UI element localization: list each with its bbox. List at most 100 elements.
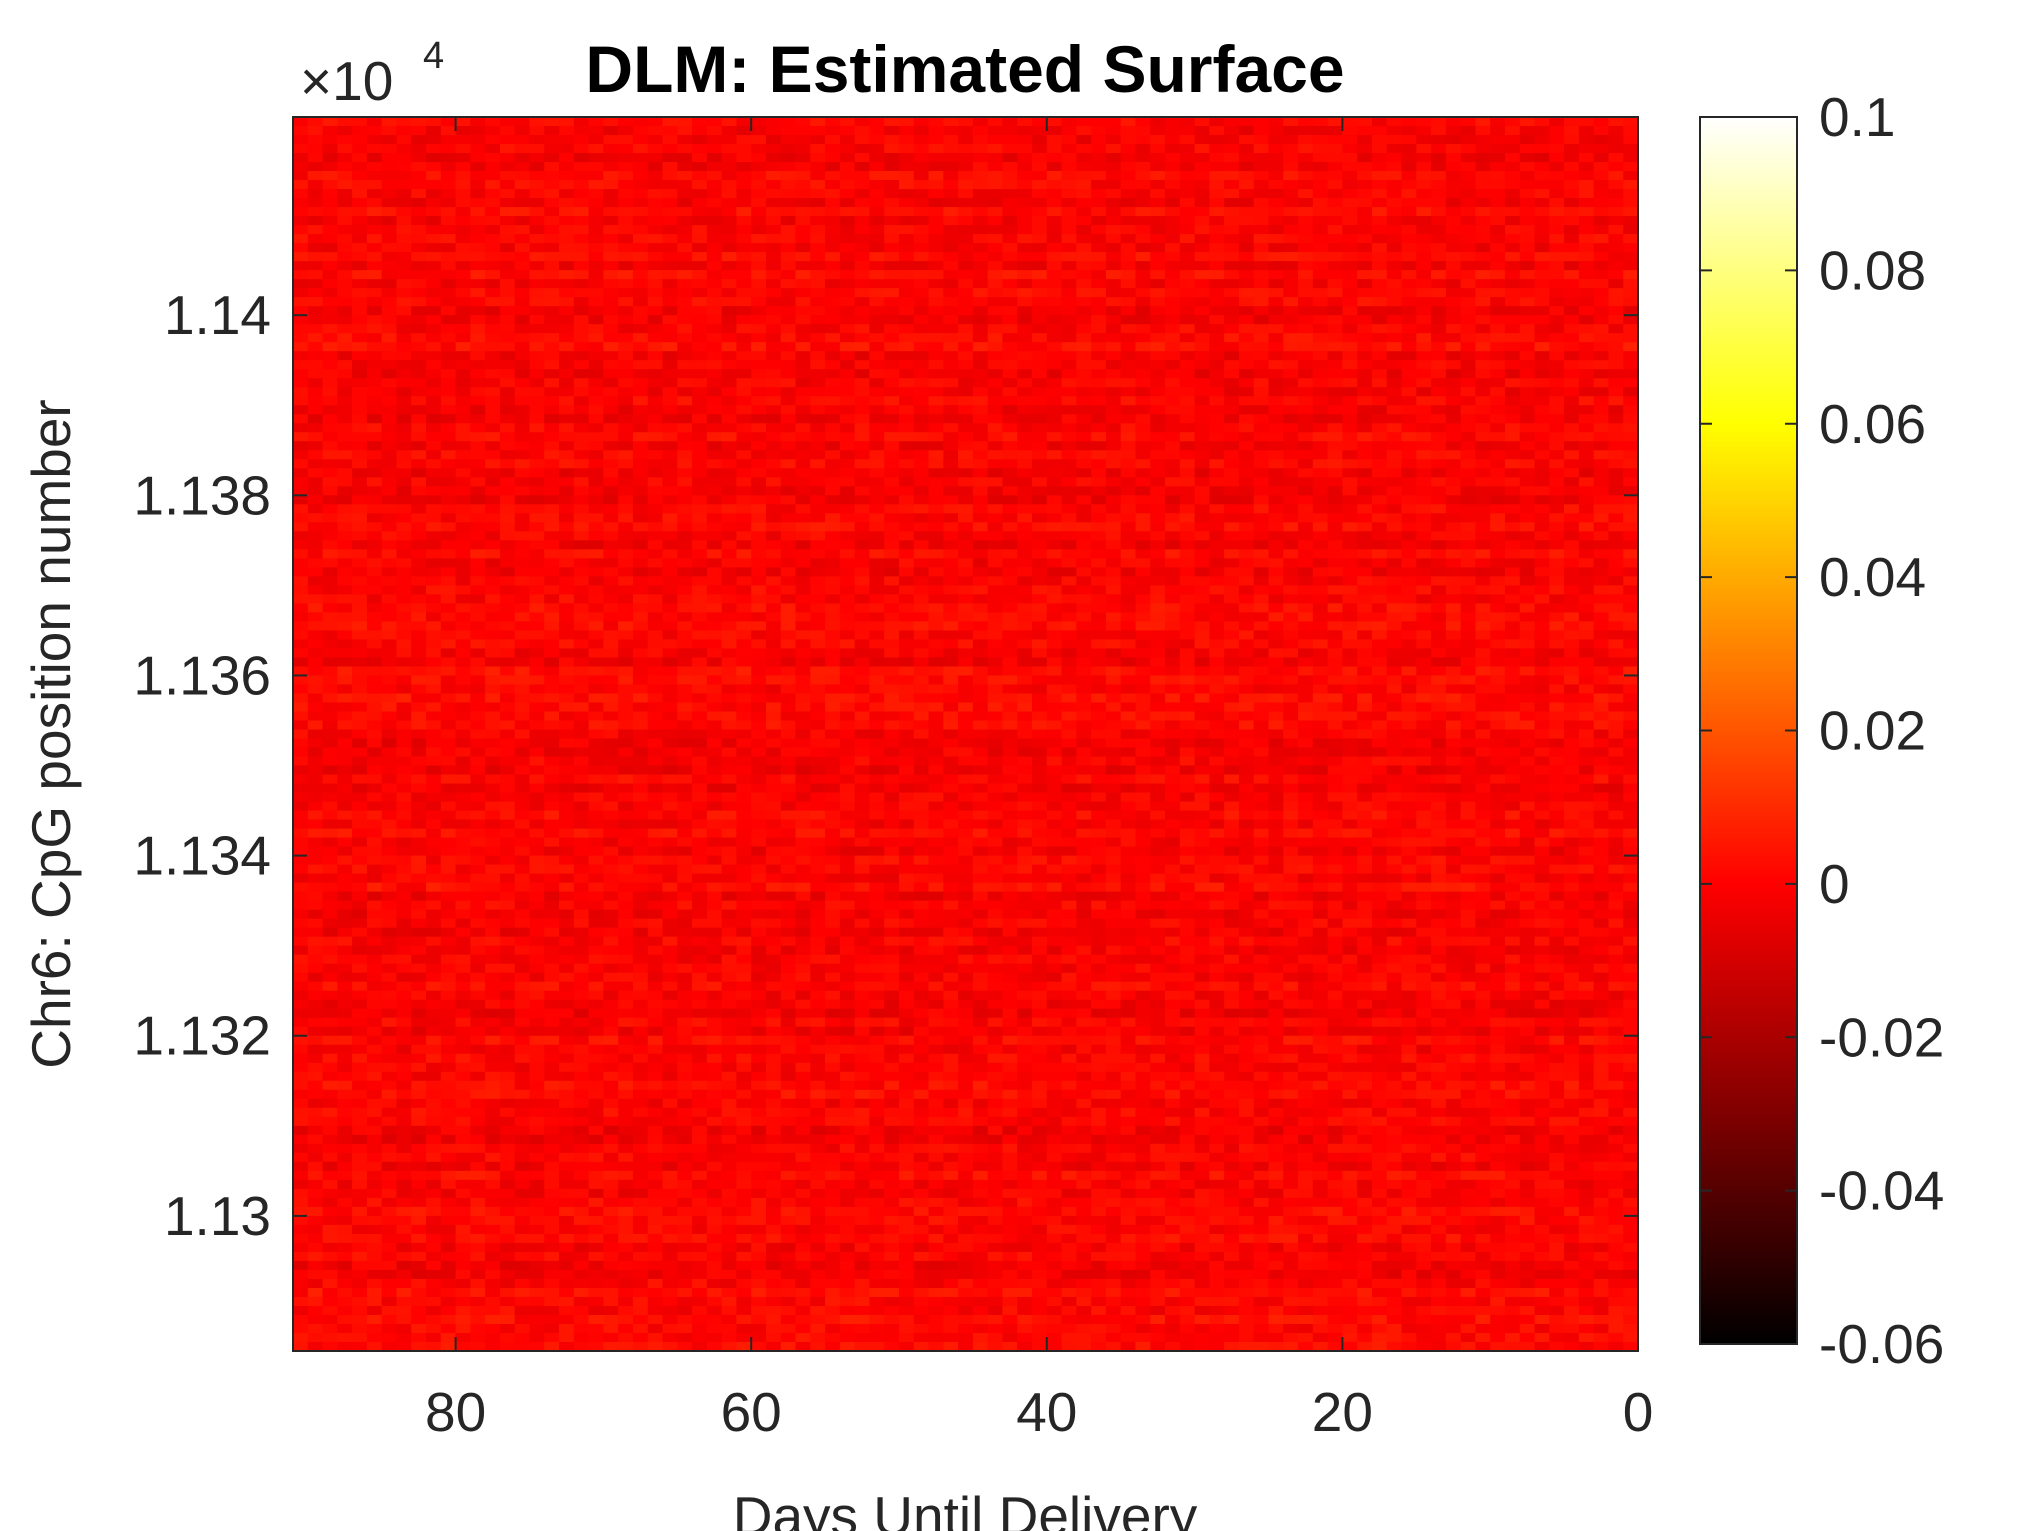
heatmap-cell — [426, 144, 442, 154]
heatmap-cell — [485, 441, 501, 451]
heatmap-cell — [307, 162, 324, 172]
heatmap-cell — [588, 315, 604, 325]
heatmap-cell — [780, 486, 797, 496]
heatmap-cell — [322, 531, 338, 541]
heatmap-cell — [1460, 333, 1477, 343]
heatmap-cell — [529, 324, 545, 334]
heatmap-cell — [529, 180, 545, 190]
heatmap-cell — [987, 351, 1004, 361]
heatmap-cell — [972, 567, 989, 577]
heatmap-cell — [1209, 468, 1225, 478]
heatmap-cell — [1386, 549, 1403, 559]
heatmap-cell — [396, 216, 412, 226]
heatmap-cell — [514, 153, 531, 163]
heatmap-cell — [943, 486, 959, 496]
heatmap-cell — [839, 261, 856, 271]
heatmap-cell — [1165, 522, 1181, 532]
heatmap-cell — [898, 531, 915, 541]
heatmap-cell — [455, 207, 471, 217]
heatmap-cell — [692, 396, 708, 406]
heatmap-cell — [1032, 261, 1048, 271]
heatmap-cell — [677, 432, 693, 442]
heatmap-cell — [913, 513, 930, 523]
heatmap-cell — [366, 522, 383, 532]
heatmap-cell — [618, 378, 634, 388]
heatmap-cell — [1002, 477, 1018, 487]
heatmap-cell — [943, 207, 959, 217]
heatmap-cell — [839, 513, 856, 523]
heatmap-cell — [1120, 234, 1137, 244]
heatmap-cell — [307, 495, 324, 505]
heatmap-cell — [898, 504, 915, 514]
heatmap-cell — [647, 531, 664, 541]
heatmap-cell — [1135, 405, 1151, 415]
heatmap-cell — [662, 558, 678, 568]
heatmap-cell — [1253, 378, 1270, 388]
heatmap-cell — [662, 423, 678, 433]
heatmap-cell — [1549, 162, 1565, 172]
heatmap-cell — [632, 279, 649, 289]
heatmap-cell — [780, 243, 797, 253]
heatmap-cell — [366, 270, 383, 280]
heatmap-cell — [913, 558, 930, 568]
heatmap-cell — [529, 351, 545, 361]
heatmap-cell — [485, 198, 501, 208]
heatmap-cell — [455, 189, 471, 199]
heatmap-cell — [1312, 531, 1329, 541]
heatmap-cell — [1283, 585, 1299, 595]
heatmap-cell — [721, 378, 738, 388]
heatmap-cell — [1046, 261, 1063, 271]
heatmap-cell — [1504, 315, 1521, 325]
heatmap-cell — [1357, 576, 1373, 586]
heatmap-cell — [721, 135, 738, 145]
heatmap-cell — [470, 405, 486, 415]
heatmap-cell — [1519, 432, 1536, 442]
heatmap-cell — [1209, 504, 1225, 514]
heatmap-cell — [411, 396, 427, 406]
heatmap-cell — [810, 351, 826, 361]
heatmap-cell — [455, 270, 471, 280]
heatmap-cell — [366, 216, 383, 226]
heatmap-cell — [1327, 387, 1343, 397]
heatmap-cell — [455, 225, 471, 235]
heatmap-cell — [411, 486, 427, 496]
heatmap-cell — [1105, 297, 1122, 307]
heatmap-cell — [987, 540, 1004, 550]
heatmap-cell — [1549, 324, 1565, 334]
heatmap-cell — [1253, 297, 1270, 307]
heatmap-cell — [1401, 351, 1417, 361]
heatmap-cell — [1298, 603, 1314, 613]
heatmap-cell — [1416, 477, 1432, 487]
heatmap-cell — [1608, 144, 1624, 154]
heatmap-cell — [721, 459, 738, 469]
heatmap-cell — [293, 342, 309, 352]
heatmap-cell — [470, 594, 486, 604]
heatmap-cell — [381, 558, 398, 568]
heatmap-cell — [1564, 324, 1580, 334]
heatmap-cell — [765, 333, 782, 343]
heatmap-cell — [677, 153, 693, 163]
heatmap-cell — [1224, 207, 1240, 217]
heatmap-cell — [810, 441, 826, 451]
heatmap-cell — [662, 153, 678, 163]
heatmap-cell — [1401, 180, 1417, 190]
heatmap-cell — [1534, 396, 1550, 406]
heatmap-cell — [337, 333, 353, 343]
heatmap-cell — [1312, 243, 1329, 253]
heatmap-cell — [1593, 189, 1610, 199]
heatmap-cell — [455, 315, 471, 325]
heatmap-cell — [928, 315, 944, 325]
heatmap-cell — [1549, 477, 1565, 487]
heatmap-cell — [1268, 243, 1284, 253]
heatmap-cell — [1017, 234, 1033, 244]
heatmap-cell — [1342, 333, 1358, 343]
heatmap-cell — [1534, 378, 1550, 388]
heatmap-cell — [1534, 315, 1550, 325]
heatmap-cell — [1194, 333, 1210, 343]
heatmap-cell — [1578, 198, 1595, 208]
heatmap-cell — [1401, 243, 1417, 253]
heatmap-cell — [1357, 261, 1373, 271]
heatmap-cell — [1268, 216, 1284, 226]
heatmap-cell — [352, 216, 368, 226]
heatmap-cell — [1504, 189, 1521, 199]
